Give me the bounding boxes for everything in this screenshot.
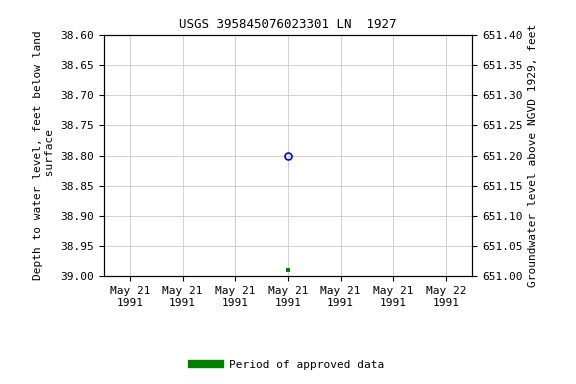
Y-axis label: Depth to water level, feet below land
 surface: Depth to water level, feet below land su… xyxy=(33,31,55,280)
Y-axis label: Groundwater level above NGVD 1929, feet: Groundwater level above NGVD 1929, feet xyxy=(528,24,538,287)
Legend: Period of approved data: Period of approved data xyxy=(188,355,388,375)
Title: USGS 395845076023301 LN  1927: USGS 395845076023301 LN 1927 xyxy=(179,18,397,31)
